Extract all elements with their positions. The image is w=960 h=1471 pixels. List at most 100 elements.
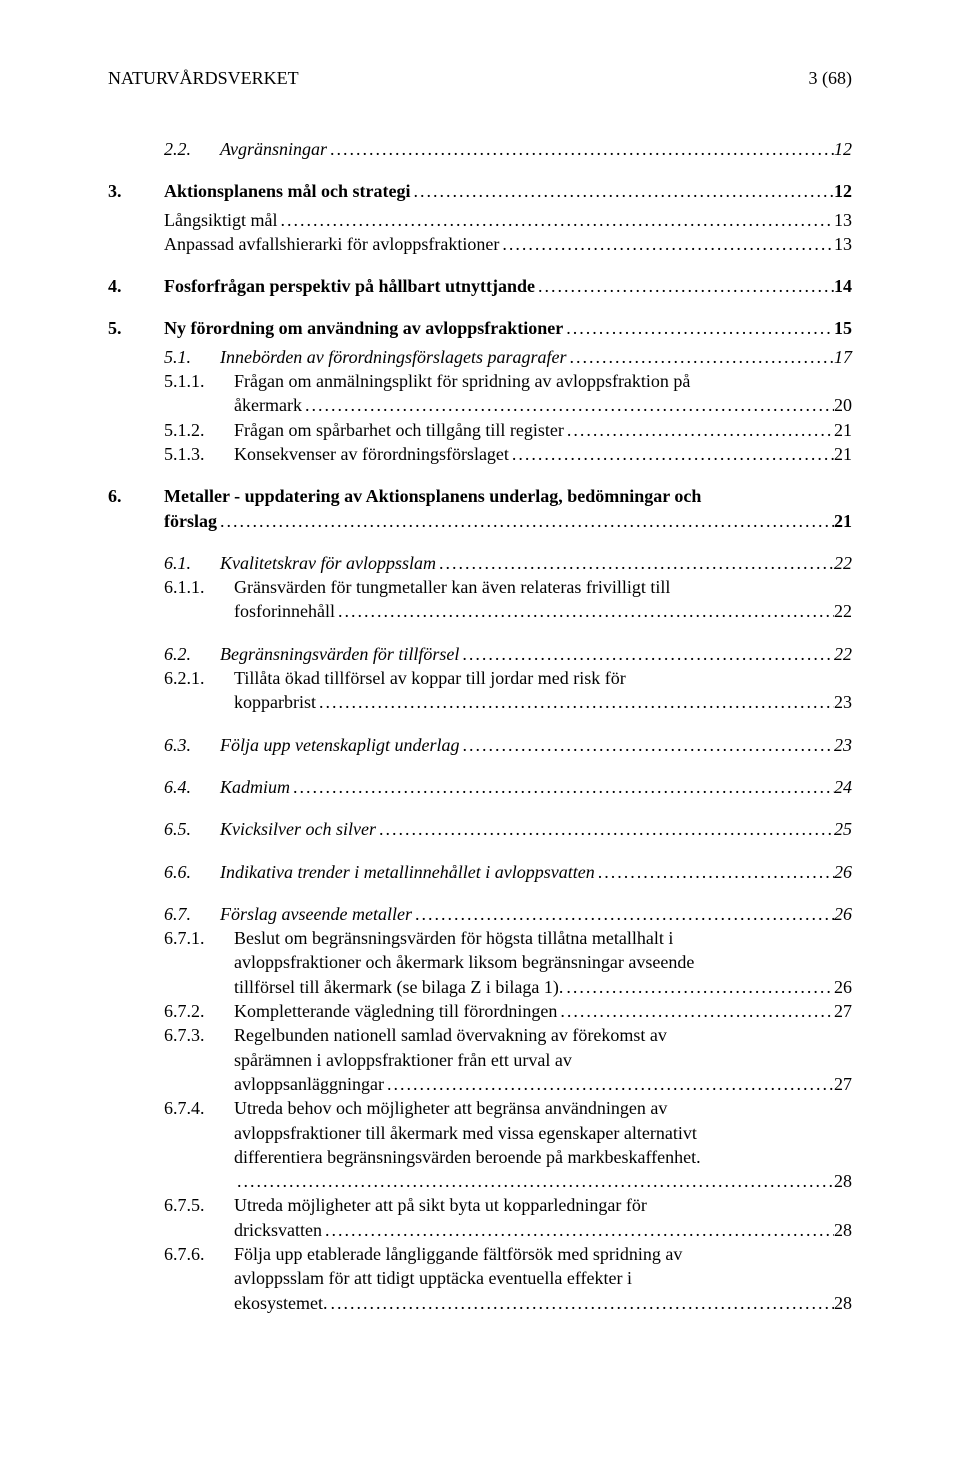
toc-label: Fosforfrågan perspektiv på hållbart utny… (164, 274, 535, 298)
toc-page-number: 24 (834, 775, 852, 799)
toc-label: Kvalitetskrav för avloppsslam (220, 551, 436, 575)
toc-page-number: 21 (834, 418, 852, 442)
toc-leader (327, 137, 834, 161)
toc-number: 3. (108, 179, 164, 203)
toc-page-number: 12 (834, 137, 852, 161)
toc-entry-continuation: åkermark 20 (108, 393, 852, 417)
toc-number: 6.1. (164, 551, 220, 575)
toc-entry-continuation: avloppsfraktioner till åkermark med viss… (108, 1121, 852, 1145)
toc-page-number: 22 (834, 599, 852, 623)
toc-number: 6.5. (164, 817, 220, 841)
toc-label: Begränsningsvärden för tillförsel (220, 642, 459, 666)
toc-entry-continuation: avloppsfraktioner och åkermark liksom be… (108, 950, 852, 974)
toc-label: Innebörden av förordningsförslagets para… (220, 345, 567, 369)
toc-leader (563, 316, 834, 340)
toc-page-number: 13 (834, 232, 852, 256)
toc-label: Frågan om anmälningsplikt för spridning … (234, 369, 690, 393)
toc-number: 4. (108, 274, 164, 298)
toc-number: 6.1.1. (164, 575, 234, 599)
toc-page-number: 27 (834, 1072, 852, 1096)
toc-leader (499, 232, 834, 256)
toc-entry: Anpassad avfallshierarki för avloppsfrak… (108, 232, 852, 256)
toc-leader (595, 860, 834, 884)
toc-label: Tillåta ökad tillförsel av koppar till j… (234, 666, 626, 690)
toc-page-number: 15 (834, 316, 852, 340)
toc-leader (411, 179, 834, 203)
toc-number: 6.7.1. (164, 926, 234, 950)
toc-entry-continuation: spårämnen i avloppsfraktioner från ett u… (108, 1048, 852, 1072)
toc-leader (290, 775, 834, 799)
toc-number: 5.1.1. (164, 369, 234, 393)
toc-entry-continuation: fosforinnehåll 22 (108, 599, 852, 623)
toc-entry: 6. Metaller - uppdatering av Aktionsplan… (108, 484, 852, 508)
toc-leader (564, 418, 834, 442)
toc-leader (459, 733, 834, 757)
toc-number: 6.4. (164, 775, 220, 799)
toc-leader (412, 902, 834, 926)
toc-entry-continuation: kopparbrist 23 (108, 690, 852, 714)
toc-entry: 5.1.3. Konsekvenser av förordningsförsla… (108, 442, 852, 466)
toc-label: Förslag avseende metaller (220, 902, 412, 926)
toc-entry: 6.6. Indikativa trender i metallinnehåll… (108, 860, 852, 884)
toc-label: Kvicksilver och silver (220, 817, 376, 841)
toc-page-number: 27 (834, 999, 852, 1023)
toc-entry: Långsiktigt mål 13 (108, 208, 852, 232)
toc-label: Följa upp etablerade långliggande fältfö… (234, 1242, 682, 1266)
toc-number: 5.1. (164, 345, 220, 369)
toc-label: Indikativa trender i metallinnehållet i … (220, 860, 595, 884)
toc-number: 5.1.2. (164, 418, 234, 442)
page-header: NATURVÅRDSVERKET 3 (68) (108, 68, 852, 89)
toc-number: 6.7.3. (164, 1023, 234, 1047)
toc-page-number: 22 (834, 551, 852, 575)
toc-entry: 6.7.5. Utreda möjligheter att på sikt by… (108, 1193, 852, 1217)
toc-entry: 6.1. Kvalitetskrav för avloppsslam 22 (108, 551, 852, 575)
toc-number: 6. (108, 484, 164, 508)
toc-page-number: 26 (834, 975, 852, 999)
table-of-contents: 2.2. Avgränsningar 12 3. Aktionsplanens m… (108, 137, 852, 1315)
toc-entry-continuation: ekosystemet. 28 (108, 1291, 852, 1315)
toc-page-number: 21 (834, 509, 852, 533)
toc-leader (509, 442, 834, 466)
toc-entry: 5.1.2. Frågan om spårbarhet och tillgång… (108, 418, 852, 442)
toc-page-number: 28 (834, 1218, 852, 1242)
toc-page-number: 21 (834, 442, 852, 466)
toc-number: 2.2. (164, 137, 220, 161)
toc-page-number: 13 (834, 208, 852, 232)
toc-page-number: 28 (834, 1169, 852, 1193)
toc-number: 6.3. (164, 733, 220, 757)
toc-entry: 6.3. Följa upp vetenskapligt underlag 23 (108, 733, 852, 757)
toc-page-number: 12 (834, 179, 852, 203)
toc-label: Aktionsplanens mål och strategi (164, 179, 411, 203)
toc-number: 6.7. (164, 902, 220, 926)
toc-entry: 5. Ny förordning om användning av avlopp… (108, 316, 852, 340)
toc-label: Kadmium (220, 775, 290, 799)
toc-entry: 6.7.6. Följa upp etablerade långliggande… (108, 1242, 852, 1266)
toc-page-number: 17 (834, 345, 852, 369)
toc-number: 5.1.3. (164, 442, 234, 466)
toc-entry-continuation: tillförsel till åkermark (se bilaga Z i … (108, 975, 852, 999)
toc-leader (557, 999, 834, 1023)
toc-entry: 6.5. Kvicksilver och silver 25 (108, 817, 852, 841)
toc-label: Ny förordning om användning av avloppsfr… (164, 316, 563, 340)
toc-entry-continuation: avloppsanläggningar 27 (108, 1072, 852, 1096)
toc-page-number: 26 (834, 860, 852, 884)
toc-entry-continuation: dricksvatten 28 (108, 1218, 852, 1242)
toc-entry: 6.7.4. Utreda behov och möjligheter att … (108, 1096, 852, 1120)
toc-leader (436, 551, 834, 575)
toc-entry: 6.7.3. Regelbunden nationell samlad över… (108, 1023, 852, 1047)
toc-leader (567, 345, 835, 369)
toc-entry: 6.2. Begränsningsvärden för tillförsel 2… (108, 642, 852, 666)
toc-page-number: 26 (834, 902, 852, 926)
toc-label: Utreda möjligheter att på sikt byta ut k… (234, 1193, 647, 1217)
toc-entry: 2.2. Avgränsningar 12 (108, 137, 852, 161)
toc-page-number: 23 (834, 733, 852, 757)
toc-label: Metaller - uppdatering av Aktionsplanens… (164, 484, 701, 508)
toc-entry-continuation: avloppsslam för att tidigt upptäcka even… (108, 1266, 852, 1290)
toc-page-number: 23 (834, 690, 852, 714)
toc-label: Utreda behov och möjligheter att begräns… (234, 1096, 667, 1120)
toc-number: 5. (108, 316, 164, 340)
toc-leader (535, 274, 834, 298)
toc-label: Beslut om begränsningsvärden för högsta … (234, 926, 673, 950)
toc-entry-continuation: 28 (108, 1169, 852, 1193)
toc-number: 6.7.6. (164, 1242, 234, 1266)
